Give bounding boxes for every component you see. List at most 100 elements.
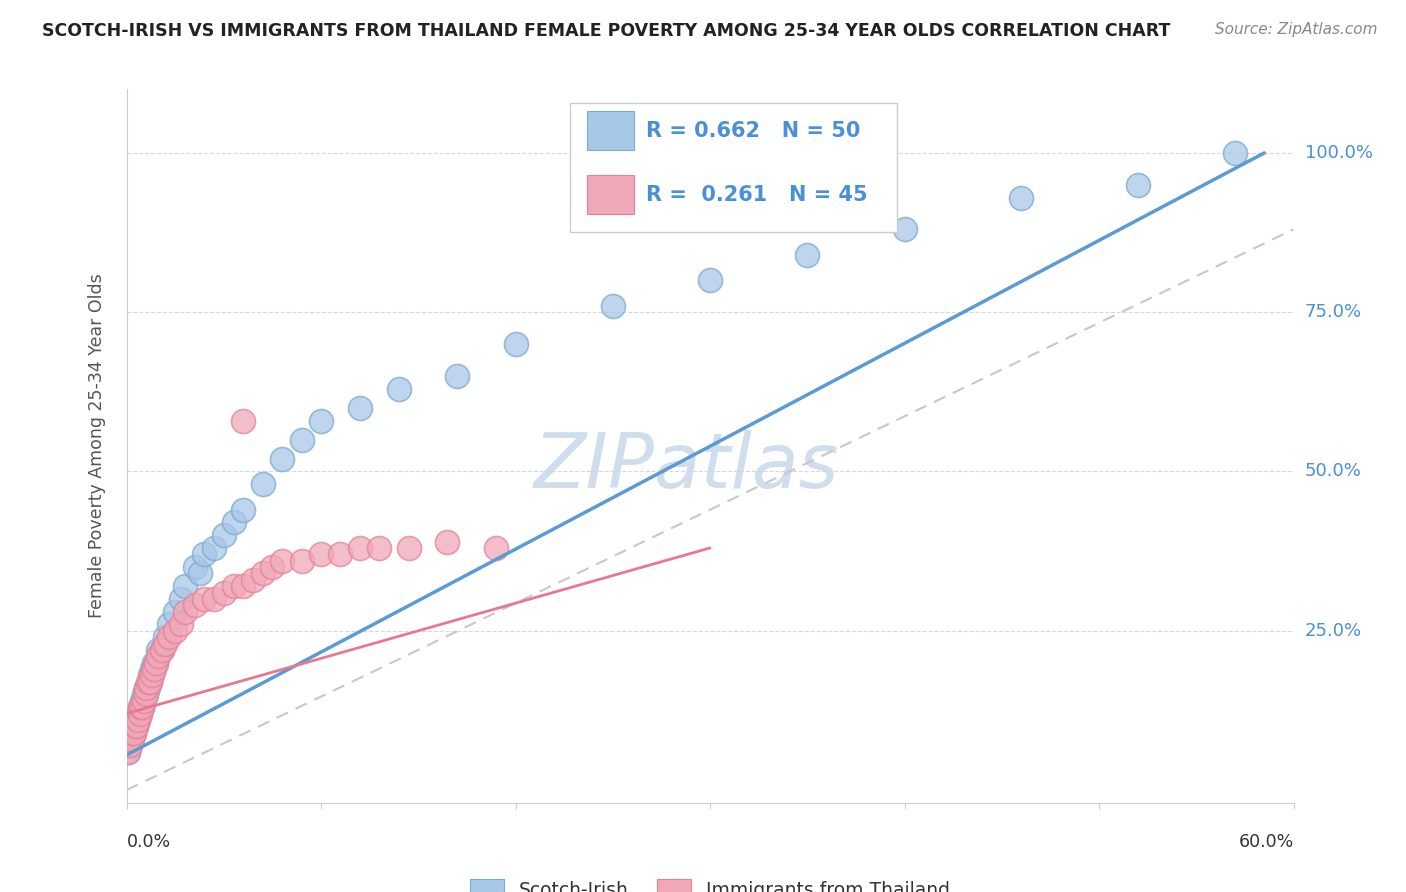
Point	[349, 541, 371, 555]
Point	[146, 649, 169, 664]
Point	[135, 688, 157, 702]
Point	[309, 413, 332, 427]
Text: 75.0%: 75.0%	[1305, 303, 1362, 321]
Point	[157, 630, 180, 644]
Point	[222, 579, 245, 593]
Point	[139, 668, 162, 682]
Point	[125, 719, 148, 733]
Point	[135, 681, 157, 695]
Point	[139, 674, 162, 689]
Point	[117, 745, 139, 759]
Point	[129, 706, 152, 721]
Point	[141, 668, 163, 682]
Point	[174, 605, 197, 619]
Point	[349, 401, 371, 415]
Point	[271, 554, 294, 568]
Point	[183, 560, 205, 574]
Point	[271, 451, 294, 466]
Point	[121, 732, 143, 747]
Point	[135, 688, 157, 702]
Point	[136, 681, 159, 695]
Point	[117, 745, 139, 759]
Point	[485, 541, 508, 555]
Point	[329, 547, 352, 561]
Point	[212, 528, 235, 542]
Point	[193, 547, 215, 561]
Text: 60.0%: 60.0%	[1239, 833, 1294, 851]
Point	[252, 477, 274, 491]
Point	[368, 541, 391, 555]
Point	[131, 700, 153, 714]
Y-axis label: Female Poverty Among 25-34 Year Olds: Female Poverty Among 25-34 Year Olds	[87, 274, 105, 618]
Point	[893, 222, 915, 236]
Text: SCOTCH-IRISH VS IMMIGRANTS FROM THAILAND FEMALE POVERTY AMONG 25-34 YEAR OLDS CO: SCOTCH-IRISH VS IMMIGRANTS FROM THAILAND…	[42, 22, 1171, 40]
Point	[436, 534, 458, 549]
Point	[446, 368, 468, 383]
FancyBboxPatch shape	[569, 103, 897, 232]
Point	[129, 700, 152, 714]
Point	[127, 713, 149, 727]
Point	[202, 541, 225, 555]
Point	[129, 700, 152, 714]
Text: R =  0.261   N = 45: R = 0.261 N = 45	[645, 185, 868, 205]
Point	[505, 337, 527, 351]
Point	[129, 706, 152, 721]
Point	[290, 554, 312, 568]
Point	[145, 656, 167, 670]
Point	[131, 694, 153, 708]
Point	[132, 688, 155, 702]
Point	[170, 591, 193, 606]
Point	[121, 725, 143, 739]
Point	[142, 656, 165, 670]
Point	[155, 636, 177, 650]
Point	[183, 599, 205, 613]
Point	[170, 617, 193, 632]
Point	[142, 662, 165, 676]
Point	[165, 624, 187, 638]
Bar	[588, 111, 634, 150]
Bar	[588, 175, 634, 214]
Text: R = 0.662   N = 50: R = 0.662 N = 50	[645, 120, 860, 141]
Point	[602, 299, 624, 313]
Point	[127, 713, 149, 727]
Point	[132, 694, 155, 708]
Point	[232, 413, 254, 427]
Point	[131, 700, 153, 714]
Point	[165, 605, 187, 619]
Point	[174, 579, 197, 593]
Point	[193, 591, 215, 606]
Point	[252, 566, 274, 581]
Point	[145, 656, 167, 670]
Point	[121, 732, 143, 747]
Point	[1126, 178, 1149, 192]
Point	[242, 573, 264, 587]
Text: 50.0%: 50.0%	[1305, 462, 1361, 481]
Point	[155, 630, 177, 644]
Point	[232, 579, 254, 593]
Point	[146, 643, 169, 657]
Text: ZIPatlas: ZIPatlas	[534, 431, 839, 504]
Point	[125, 719, 148, 733]
Point	[699, 273, 721, 287]
Point	[222, 516, 245, 530]
Point	[150, 643, 173, 657]
Text: Source: ZipAtlas.com: Source: ZipAtlas.com	[1215, 22, 1378, 37]
Point	[1010, 190, 1032, 204]
Point	[139, 674, 162, 689]
Point	[388, 382, 411, 396]
Point	[135, 681, 157, 695]
Point	[232, 502, 254, 516]
Point	[212, 585, 235, 599]
Point	[309, 547, 332, 561]
Point	[127, 706, 149, 721]
Point	[136, 674, 159, 689]
Point	[157, 617, 180, 632]
Point	[796, 248, 818, 262]
Point	[290, 433, 312, 447]
Point	[150, 643, 173, 657]
Point	[124, 725, 146, 739]
Point	[120, 739, 142, 753]
Point	[124, 725, 146, 739]
Point	[262, 560, 284, 574]
Point	[398, 541, 420, 555]
